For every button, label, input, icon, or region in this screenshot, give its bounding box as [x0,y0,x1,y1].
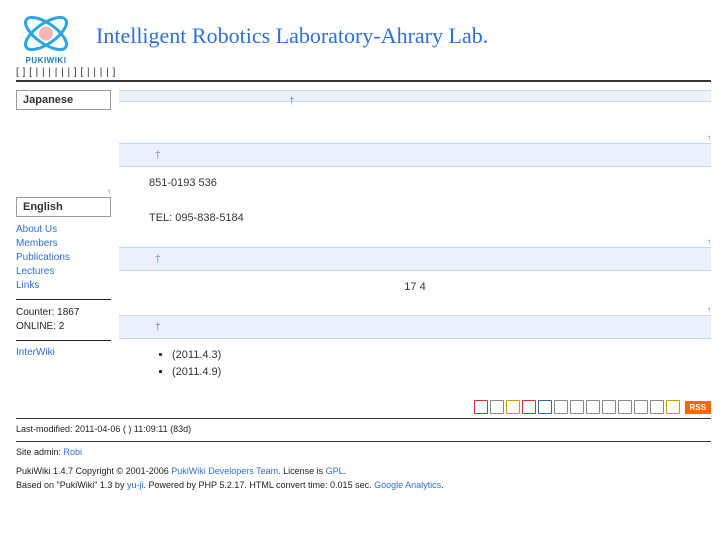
interwiki-link[interactable]: InterWiki [16,347,55,358]
sidebar-links: About UsMembersPublicationsLecturesLinks [16,223,111,293]
reload-icon[interactable] [586,400,600,414]
gpl-link[interactable]: GPL [326,466,344,476]
separator [16,80,711,82]
sidebar-link-members[interactable]: Members [16,237,111,251]
admin-link[interactable]: Robi [64,447,83,457]
sidebar-link-links[interactable]: Links [16,279,111,293]
counter-label: Counter: [16,307,54,318]
new-icon[interactable] [602,400,616,414]
rss-badge[interactable]: RSS [685,401,711,414]
ga-link[interactable]: Google Analytics [374,480,441,490]
online-label: ONLINE: [16,321,56,332]
print-icon[interactable] [474,400,488,414]
navbar[interactable]: [ ] [ | | | | | | ] [ | | | | ] [16,67,711,78]
list-icon[interactable] [618,400,632,414]
online-value: 2 [59,321,65,332]
main-content: ↑ † 851-0193 536 TEL: 095-838-5184 ↑ † 1… [119,90,711,388]
site-admin-label: Site admin: [16,447,64,457]
mid-text: 17 4 [404,281,425,293]
list-item: (2011.4.9) [172,364,711,381]
page-icon[interactable] [490,400,504,414]
sidebar-link-about-us[interactable]: About Us [16,223,111,237]
recent-icon[interactable] [650,400,664,414]
footer-icons: RSS [16,400,711,414]
news-list: (2011.4.3) (2011.4.9) [119,343,711,388]
tel-line: TEL: 095-838-5184 [149,210,711,228]
section-bar [119,90,711,102]
delete-icon[interactable] [522,400,536,414]
sidebar-heading-en: English [16,197,111,217]
page-title[interactable]: Intelligent Robotics Laboratory-Ahrary L… [96,23,488,49]
up-arrow-icon[interactable]: ↑ [119,305,711,314]
help-icon[interactable] [666,400,680,414]
up-arrow-icon[interactable]: ↑ [119,237,711,246]
section-bar: † [119,143,711,167]
last-modified: Last-modified: 2011-04-06 ( ) 11:09:11 (… [16,423,711,437]
logo[interactable]: PUKIWIKI [16,8,76,63]
logo-label: PUKIWIKI [16,56,76,65]
edit-icon[interactable] [506,400,520,414]
section-bar: † [119,247,711,271]
sidebar-heading-jp: Japanese [16,90,111,110]
copy-icon[interactable] [554,400,568,414]
up-arrow-icon[interactable]: ↑ [119,133,711,142]
sidebar-link-lectures[interactable]: Lectures [16,265,111,279]
section-bar: † [119,315,711,339]
counter-value: 1867 [57,307,79,318]
search-icon[interactable] [634,400,648,414]
address-line: 851-0193 536 [149,175,711,193]
rename-icon[interactable] [570,400,584,414]
devteam-link[interactable]: PukiWiki Developers Team [171,466,278,476]
yuji-link[interactable]: yu-ji [127,480,144,490]
up-arrow-icon[interactable]: ↑ [16,187,111,196]
list-item: (2011.4.3) [172,347,711,364]
sidebar-link-publications[interactable]: Publications [16,251,111,265]
attach-icon[interactable] [538,400,552,414]
sidebar: Japanese ↑ English About UsMembersPublic… [16,90,111,388]
